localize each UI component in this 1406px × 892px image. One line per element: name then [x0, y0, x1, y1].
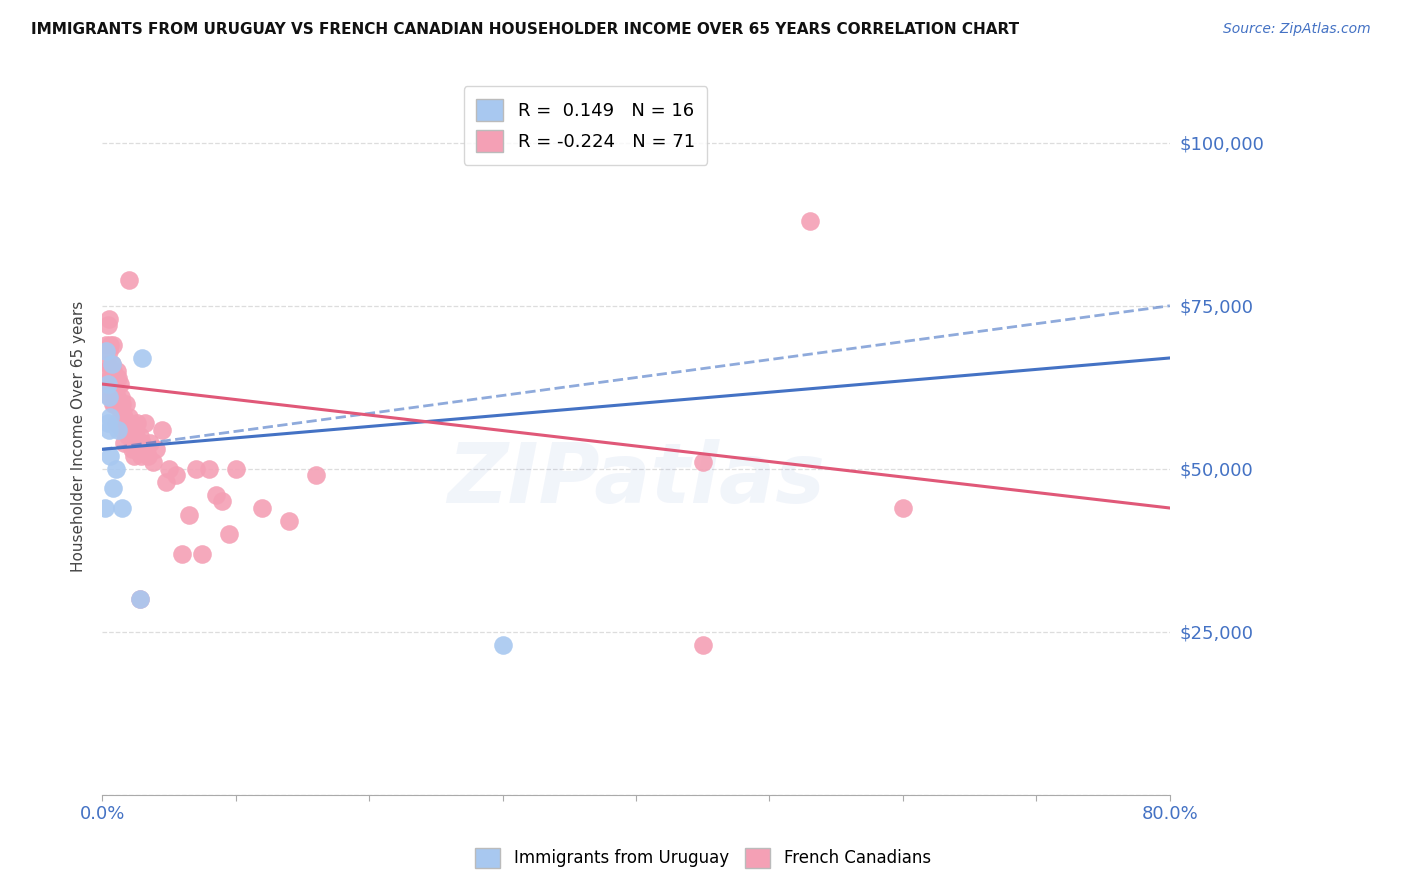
- Point: [121, 442, 143, 457]
- Point: [97, 344, 120, 359]
- Point: [112, 409, 135, 424]
- Point: [96, 318, 118, 333]
- Point: [110, 390, 132, 404]
- Point: [97, 377, 120, 392]
- Point: [128, 592, 150, 607]
- Text: ZIPatlas: ZIPatlas: [447, 439, 825, 520]
- Point: [124, 429, 146, 443]
- Point: [100, 358, 122, 372]
- Y-axis label: Householder Income Over 65 years: Householder Income Over 65 years: [72, 301, 86, 572]
- Point: [172, 547, 194, 561]
- Point: [120, 423, 142, 437]
- Point: [94, 377, 117, 392]
- Point: [103, 370, 125, 384]
- Point: [155, 475, 177, 489]
- Point: [104, 416, 127, 430]
- Point: [105, 390, 128, 404]
- Point: [96, 338, 118, 352]
- Point: [108, 377, 131, 392]
- Point: [111, 423, 134, 437]
- Point: [108, 403, 131, 417]
- Point: [110, 416, 132, 430]
- Point: [252, 501, 274, 516]
- Point: [211, 494, 233, 508]
- Point: [98, 449, 121, 463]
- Point: [799, 214, 821, 228]
- Point: [136, 449, 159, 463]
- Point: [142, 455, 165, 469]
- Point: [128, 592, 150, 607]
- Point: [101, 364, 124, 378]
- Text: IMMIGRANTS FROM URUGUAY VS FRENCH CANADIAN HOUSEHOLDER INCOME OVER 65 YEARS CORR: IMMIGRANTS FROM URUGUAY VS FRENCH CANADI…: [31, 22, 1019, 37]
- Point: [117, 429, 139, 443]
- Point: [107, 397, 129, 411]
- Point: [218, 527, 240, 541]
- Point: [198, 462, 221, 476]
- Point: [118, 273, 141, 287]
- Point: [97, 390, 120, 404]
- Point: [107, 423, 129, 437]
- Point: [150, 423, 173, 437]
- Point: [177, 508, 200, 522]
- Point: [128, 429, 150, 443]
- Point: [105, 364, 128, 378]
- Point: [115, 397, 138, 411]
- Point: [100, 384, 122, 398]
- Point: [165, 468, 187, 483]
- Point: [103, 397, 125, 411]
- Point: [157, 462, 180, 476]
- Point: [115, 423, 138, 437]
- Point: [96, 364, 118, 378]
- Point: [278, 514, 301, 528]
- Point: [131, 351, 153, 365]
- Point: [145, 442, 167, 457]
- Point: [98, 338, 121, 352]
- Point: [225, 462, 247, 476]
- Point: [134, 416, 156, 430]
- Point: [204, 488, 226, 502]
- Point: [491, 638, 513, 652]
- Point: [131, 435, 153, 450]
- Point: [96, 344, 118, 359]
- Point: [98, 409, 121, 424]
- Point: [122, 423, 145, 437]
- Point: [111, 397, 134, 411]
- Point: [100, 358, 122, 372]
- Point: [98, 390, 121, 404]
- Point: [101, 397, 124, 411]
- Point: [104, 390, 127, 404]
- Point: [97, 311, 120, 326]
- Point: [139, 435, 162, 450]
- Point: [101, 482, 124, 496]
- Point: [305, 468, 328, 483]
- Point: [118, 409, 141, 424]
- Point: [692, 455, 714, 469]
- Point: [98, 370, 121, 384]
- Point: [891, 501, 914, 516]
- Legend: R =  0.149   N = 16, R = -0.224   N = 71: R = 0.149 N = 16, R = -0.224 N = 71: [464, 87, 707, 165]
- Point: [692, 638, 714, 652]
- Point: [122, 449, 145, 463]
- Point: [96, 377, 118, 392]
- Point: [97, 423, 120, 437]
- Point: [94, 501, 117, 516]
- Point: [101, 338, 124, 352]
- Point: [104, 462, 127, 476]
- Point: [191, 547, 214, 561]
- Point: [184, 462, 207, 476]
- Point: [104, 370, 127, 384]
- Point: [107, 370, 129, 384]
- Point: [114, 416, 136, 430]
- Point: [96, 358, 118, 372]
- Point: [127, 442, 149, 457]
- Point: [96, 416, 118, 430]
- Point: [111, 501, 134, 516]
- Point: [125, 416, 148, 430]
- Point: [112, 435, 135, 450]
- Text: Source: ZipAtlas.com: Source: ZipAtlas.com: [1223, 22, 1371, 37]
- Legend: Immigrants from Uruguay, French Canadians: Immigrants from Uruguay, French Canadian…: [468, 841, 938, 875]
- Point: [129, 449, 152, 463]
